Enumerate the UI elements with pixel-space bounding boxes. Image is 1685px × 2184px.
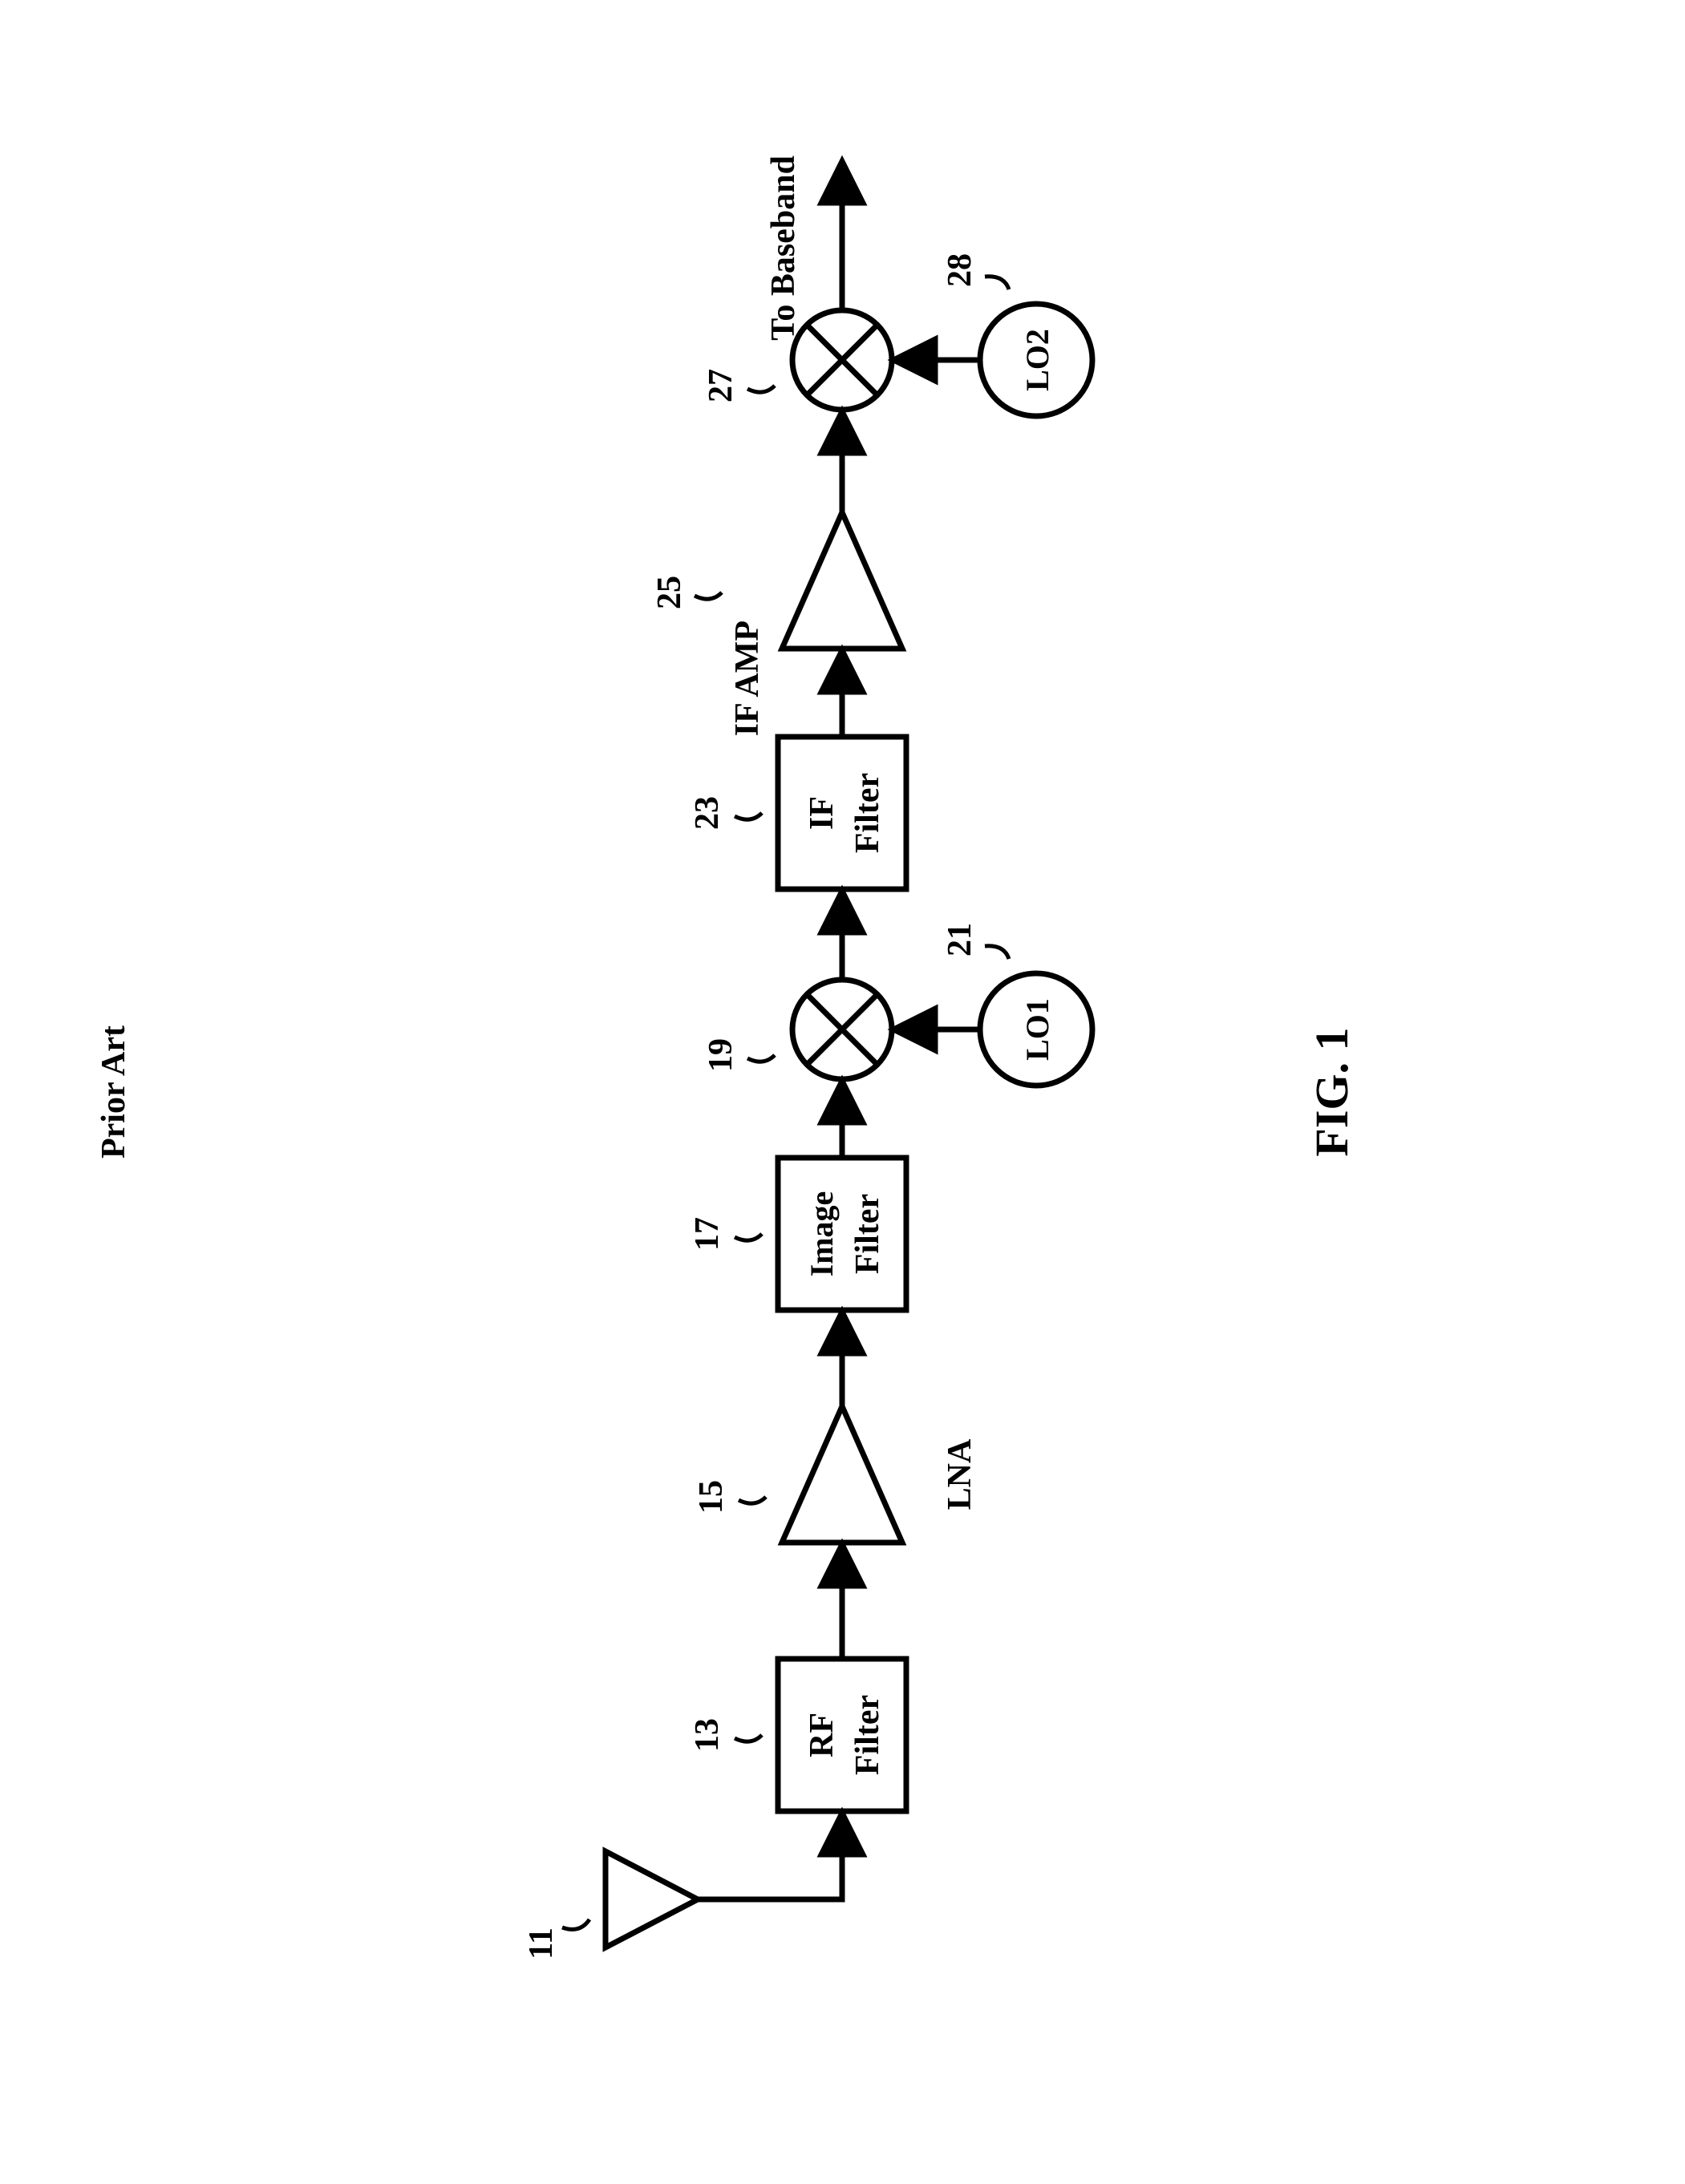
lo1-label: LO1 — [1019, 998, 1055, 1061]
if-amp-ref: 25 — [651, 576, 688, 609]
if-filter-line2: Filter — [849, 773, 886, 853]
if-amp: IF AMP 25 — [651, 512, 902, 736]
image-filter-block: Image Filter 17 — [689, 1158, 906, 1310]
lo2-ref: 28 — [942, 253, 978, 287]
lna-label: LNA — [942, 1438, 978, 1510]
lo1: LO1 21 — [896, 923, 1092, 1086]
superhet-receiver-diagram: Prior Art FIG. 1 11 RF Filter — [0, 0, 1685, 2184]
mixer1: 19 — [703, 980, 892, 1079]
rf-filter-block: RF Filter 13 — [689, 1659, 906, 1811]
mixer1-ref: 19 — [703, 1038, 739, 1072]
lo2-label: LO2 — [1019, 329, 1055, 391]
mixer2-ref: 27 — [703, 369, 739, 402]
antenna-ref: 11 — [523, 1927, 560, 1960]
lna-ref: 15 — [693, 1480, 730, 1514]
lna-amp: LNA 15 — [693, 1406, 978, 1543]
antenna: 11 — [523, 1815, 842, 1960]
rf-filter-ref: 13 — [689, 1718, 726, 1752]
if-filter-ref: 23 — [689, 796, 726, 830]
image-filter-line2: Filter — [849, 1194, 886, 1274]
output-label: To Baseband — [765, 156, 802, 341]
rf-filter-line2: Filter — [849, 1695, 886, 1775]
if-filter-block: IF Filter 23 — [689, 737, 906, 889]
lo1-ref: 21 — [942, 923, 978, 957]
lo2: LO2 28 — [896, 253, 1092, 416]
if-filter-line1: IF — [804, 796, 840, 830]
rf-filter-line1: RF — [804, 1713, 840, 1757]
if-amp-label: IF AMP — [729, 621, 766, 736]
image-filter-line1: Image — [804, 1191, 840, 1277]
image-filter-ref: 17 — [689, 1217, 726, 1251]
prior-art-label: Prior Art — [95, 1025, 132, 1159]
figure-caption: FIG. 1 — [1306, 1027, 1358, 1156]
